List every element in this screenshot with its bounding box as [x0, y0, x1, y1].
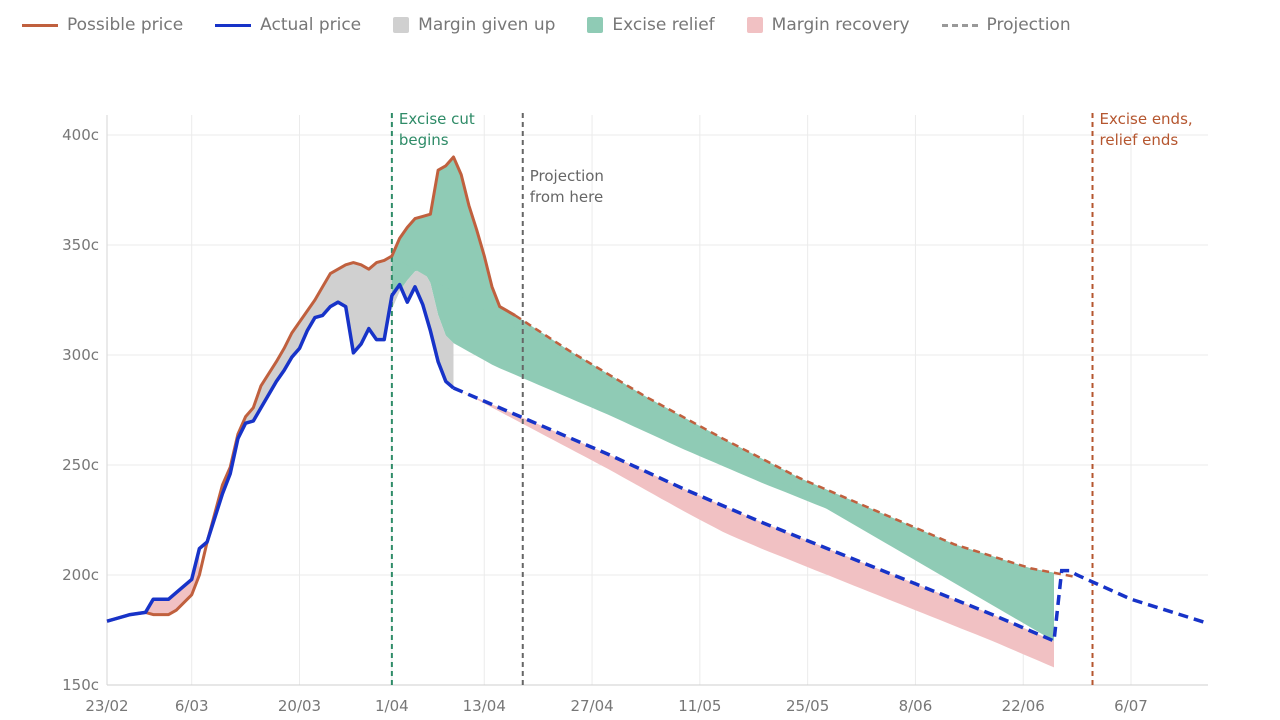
x-tick-label: 13/04: [463, 697, 506, 715]
annotation-label-line: Excise ends,: [1100, 110, 1193, 128]
blue-line-swatch-icon: [215, 23, 252, 27]
excise-relief-band: [391, 157, 1054, 641]
y-tick-label: 250c: [62, 456, 99, 474]
legend-item-excise-relief: Excise relief: [587, 15, 715, 35]
x-tick-label: 8/06: [899, 697, 933, 715]
x-tick-label: 6/07: [1114, 697, 1148, 715]
possible-price-line: [106, 155, 516, 623]
x-tick-label: 23/02: [85, 697, 128, 715]
margin-recovery-band: [461, 391, 1054, 668]
annotation-label: Projection from here: [530, 167, 604, 206]
green-box-swatch-icon: [587, 17, 604, 33]
series-lines: [106, 155, 1209, 644]
legend-label: Actual price: [260, 15, 362, 35]
orange-line-swatch-icon: [22, 23, 58, 27]
actual-price-line: [106, 282, 455, 623]
annotation-label: Excise cut begins: [399, 110, 475, 149]
legend-item-margin-recovery: Margin recovery: [746, 15, 910, 35]
legend-label: Margin recovery: [771, 15, 910, 35]
pink-box-swatch-icon: [746, 17, 763, 33]
margin-recovery-band: [145, 548, 200, 615]
x-tick-label: 22/06: [1002, 697, 1045, 715]
y-tick-label: 200c: [62, 566, 99, 584]
axis-ticks: 150c 200c 250c 300c 350c 400c 23/02 6/03 20/03 1/…: [62, 126, 1148, 715]
x-tick-label: 11/05: [678, 697, 721, 715]
margin-given-up-band: [145, 256, 392, 615]
annotation-label-line: Projection: [530, 167, 604, 185]
y-tick-label: 300c: [62, 346, 99, 364]
annotation-label-line: begins: [399, 131, 449, 149]
annotation-label-line: Excise cut: [399, 110, 475, 128]
x-tick-label: 25/05: [786, 697, 829, 715]
legend-label: Possible price: [67, 15, 184, 35]
legend-label: Margin given up: [418, 15, 556, 35]
x-tick-label: 1/04: [375, 697, 409, 715]
legend: Possible price Actual price Margin given…: [22, 10, 1071, 40]
x-tick-label: 6/03: [175, 697, 209, 715]
legend-label: Excise relief: [612, 15, 715, 35]
legend-item-margin-given-up: Margin given up: [393, 15, 555, 35]
annotation-label: Excise ends, relief ends: [1100, 110, 1193, 149]
y-tick-label: 350c: [62, 236, 99, 254]
legend-label: Projection: [986, 15, 1071, 35]
legend-item-possible-price: Possible price: [22, 15, 183, 35]
grey-box-swatch-icon: [393, 17, 410, 33]
legend-item-projection: Projection: [941, 15, 1071, 35]
legend-item-actual-price: Actual price: [215, 15, 361, 35]
possible-price-projection-line: [514, 314, 1078, 579]
x-tick-label: 27/04: [570, 697, 613, 715]
x-tick-label: 20/03: [278, 697, 321, 715]
actual-price-projection-line: [452, 386, 1209, 644]
shaded-bands: [145, 157, 1054, 668]
excise-relief-band: [391, 157, 1054, 602]
annotation-label-line: relief ends: [1100, 131, 1179, 149]
dashed-line-swatch-icon: [941, 23, 978, 27]
y-tick-label: 150c: [62, 676, 99, 694]
annotation-label-line: from here: [530, 188, 603, 206]
annotations: Excise cut begins Projection from here Excis…: [399, 110, 1193, 206]
y-tick-label: 400c: [62, 126, 99, 144]
